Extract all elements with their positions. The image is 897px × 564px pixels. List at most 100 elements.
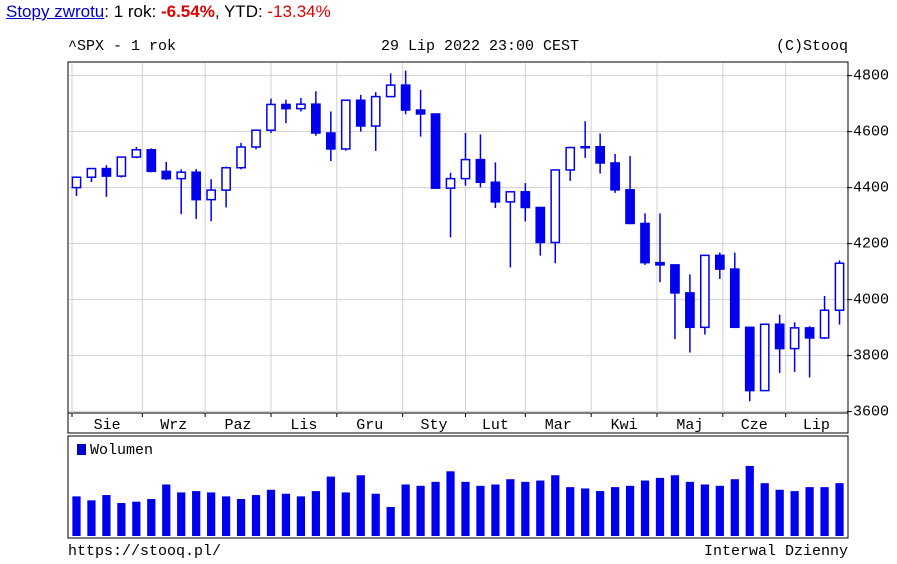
volume-bar (640, 480, 650, 536)
interval: Interwal Dzienny (704, 543, 848, 560)
volume-bar (805, 487, 814, 536)
candle-body (520, 191, 531, 209)
volume-bar (266, 489, 276, 536)
candle-body (789, 327, 800, 350)
volume-bar (162, 484, 171, 536)
candle-body (221, 166, 231, 191)
volume-bar (132, 501, 141, 536)
x-tick-label: Paz (225, 417, 252, 434)
candle-body (490, 181, 501, 203)
volume-bar (491, 484, 500, 536)
x-tick-label: Wrz (160, 417, 187, 434)
volume-bar (476, 485, 485, 536)
candle-body (206, 189, 216, 201)
chart-subtitle: 29 Lip 2022 23:00 CEST (381, 38, 579, 55)
volume-bar (431, 481, 440, 536)
volume-bar (177, 492, 186, 536)
y-tick-label: 3600 (853, 404, 889, 421)
volume-bar (610, 487, 620, 536)
candle-body (655, 261, 665, 266)
volume-bar (117, 502, 126, 536)
candle-body (385, 84, 396, 98)
volume-bar (401, 484, 410, 536)
candle-body (370, 95, 381, 127)
volume-bar (236, 499, 246, 536)
volume-bar (506, 479, 515, 536)
candle-body (236, 146, 246, 169)
candle-body (116, 156, 127, 177)
candle-body (251, 129, 261, 148)
candle-body (774, 323, 785, 350)
candle-body (445, 177, 456, 189)
volume-bar (147, 499, 156, 536)
volume-bar (221, 496, 231, 536)
volume-bar (207, 492, 216, 536)
x-tick-label: Lis (290, 417, 317, 434)
candle-body (355, 99, 366, 127)
candle-body (311, 103, 321, 134)
volume-bar (356, 475, 365, 536)
candle-body (101, 167, 112, 177)
candle-body (565, 146, 576, 171)
candle-body (744, 326, 755, 392)
volume-frame (67, 435, 849, 539)
volume-bar (296, 496, 306, 536)
volume-bar (760, 483, 769, 536)
candle-body (625, 189, 635, 225)
candle-body (535, 206, 546, 244)
candle-body (161, 170, 172, 180)
volume-bar (775, 489, 784, 536)
candle-body (131, 149, 142, 158)
candle-body (191, 171, 202, 201)
candle-body (834, 262, 845, 311)
volume-bar (566, 487, 575, 536)
candle-body (580, 145, 591, 149)
volume-legend: Wolumen (90, 442, 153, 459)
chart-title: ^SPX - 1 rok (68, 38, 176, 55)
candle-body (819, 309, 830, 339)
volume-bar (581, 488, 590, 536)
candle-body (71, 176, 82, 189)
volume-bar (87, 500, 96, 536)
candle-body (610, 162, 620, 191)
x-tick-label: Sie (94, 417, 121, 434)
volume-legend-swatch (77, 444, 86, 455)
candle-body (685, 292, 695, 329)
volume-bar (341, 492, 350, 536)
source: https://stooq.pl/ (68, 543, 221, 560)
ytd-label: , YTD: (214, 2, 268, 21)
volume-bar (820, 487, 829, 536)
volume-bar (536, 480, 545, 536)
candle-body (430, 113, 441, 189)
candle-body (460, 158, 471, 180)
candle-body (400, 84, 411, 111)
candle-body (550, 169, 561, 244)
returns-link[interactable]: Stopy zwrotu (6, 2, 105, 21)
volume-bar (72, 496, 81, 536)
candle-body (714, 254, 725, 270)
volume-bar (192, 491, 201, 536)
returns-header: Stopy zwrotu: 1 rok: -6.54%, YTD: -13.34… (6, 2, 331, 22)
candle-body (640, 222, 650, 264)
volume-bar (670, 475, 680, 536)
volume-bar (371, 493, 380, 536)
volume-bar (745, 466, 754, 536)
volume-bar (521, 481, 530, 536)
volume-bar (790, 491, 799, 536)
candle-body (340, 99, 351, 150)
candle-body (86, 167, 97, 178)
y-tick-label: 4200 (853, 236, 889, 253)
volume-bar (102, 495, 111, 536)
volume-bar (281, 493, 291, 536)
volume-bar (685, 481, 695, 536)
volume-bar (655, 477, 665, 536)
volume-bar (715, 485, 724, 536)
x-tick-label: Lut (482, 417, 509, 434)
volume-bar (596, 491, 605, 536)
volume-bar (311, 491, 320, 536)
x-tick-label: Gru (356, 417, 383, 434)
y-tick-label: 4600 (853, 124, 889, 141)
candle-body (729, 268, 740, 329)
credit: (C)Stooq (776, 38, 848, 55)
